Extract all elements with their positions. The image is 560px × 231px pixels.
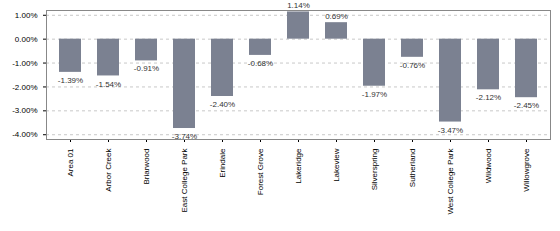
svg-text:1.00%: 1.00% xyxy=(15,11,38,20)
svg-text:0.00%: 0.00% xyxy=(15,35,38,44)
svg-text:-0.91%: -0.91% xyxy=(134,64,159,73)
svg-text:-2.12%: -2.12% xyxy=(476,93,501,102)
svg-text:-3.00%: -3.00% xyxy=(12,106,37,115)
svg-text:Sutherland: Sutherland xyxy=(408,149,417,188)
svg-text:West College Park: West College Park xyxy=(446,148,455,215)
svg-text:-1.39%: -1.39% xyxy=(58,76,83,85)
svg-text:Forest Grove: Forest Grove xyxy=(256,148,265,195)
svg-text:Silverspring: Silverspring xyxy=(370,149,379,191)
svg-text:-0.76%: -0.76% xyxy=(400,61,425,70)
svg-text:-0.68%: -0.68% xyxy=(248,59,273,68)
svg-text:Arbor Creek: Arbor Creek xyxy=(104,148,113,192)
svg-text:Willowgrove: Willowgrove xyxy=(522,148,531,192)
svg-text:-1.00%: -1.00% xyxy=(12,59,37,68)
svg-text:Area 01: Area 01 xyxy=(66,148,75,177)
svg-text:Lakeview: Lakeview xyxy=(332,148,341,182)
svg-text:Briarwood: Briarwood xyxy=(142,149,151,185)
svg-text:-3.74%: -3.74% xyxy=(171,132,198,142)
svg-text:-2.45%: -2.45% xyxy=(514,101,539,110)
svg-text:Lakeridge: Lakeridge xyxy=(294,148,303,184)
svg-text:1.14%: 1.14% xyxy=(287,1,310,10)
svg-text:-1.97%: -1.97% xyxy=(362,90,387,99)
svg-text:East College Park: East College Park xyxy=(180,148,189,213)
svg-text:-4.00%: -4.00% xyxy=(12,130,37,139)
svg-text:Erindale: Erindale xyxy=(218,148,227,178)
svg-text:-1.54%: -1.54% xyxy=(96,80,121,89)
svg-text:-2.00%: -2.00% xyxy=(12,83,37,92)
svg-text:-3.47%: -3.47% xyxy=(438,126,463,135)
svg-text:-2.40%: -2.40% xyxy=(210,100,235,109)
svg-text:Wildwood: Wildwood xyxy=(484,149,493,184)
svg-text:0.69%: 0.69% xyxy=(325,12,348,21)
